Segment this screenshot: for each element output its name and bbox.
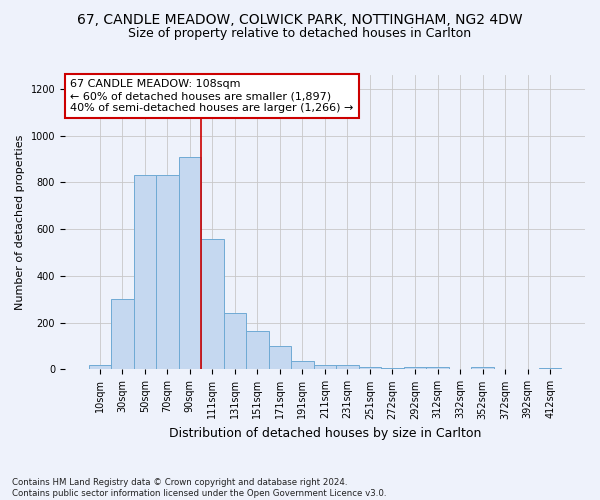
Text: 67, CANDLE MEADOW, COLWICK PARK, NOTTINGHAM, NG2 4DW: 67, CANDLE MEADOW, COLWICK PARK, NOTTING… (77, 12, 523, 26)
Bar (134, 176, 156, 370)
Bar (471, 367, 494, 370)
Bar (314, 365, 336, 370)
Bar (359, 366, 381, 370)
Bar (111, 300, 134, 370)
Bar (404, 367, 426, 370)
Bar (336, 365, 359, 370)
Bar (269, 346, 291, 370)
X-axis label: Distribution of detached houses by size in Carlton: Distribution of detached houses by size … (169, 427, 481, 440)
Bar (426, 367, 449, 370)
Bar (381, 368, 404, 370)
Text: 67 CANDLE MEADOW: 108sqm
← 60% of detached houses are smaller (1,897)
40% of sem: 67 CANDLE MEADOW: 108sqm ← 60% of detach… (70, 80, 353, 112)
Bar (246, 331, 269, 370)
Bar (224, 314, 246, 370)
Text: Contains HM Land Registry data © Crown copyright and database right 2024.
Contai: Contains HM Land Registry data © Crown c… (12, 478, 386, 498)
Y-axis label: Number of detached properties: Number of detached properties (15, 134, 25, 310)
Bar (156, 176, 179, 370)
Bar (291, 362, 314, 370)
Bar (179, 157, 201, 370)
Text: Size of property relative to detached houses in Carlton: Size of property relative to detached ho… (128, 28, 472, 40)
Bar (201, 238, 224, 370)
Bar (539, 368, 562, 370)
Bar (89, 365, 111, 370)
